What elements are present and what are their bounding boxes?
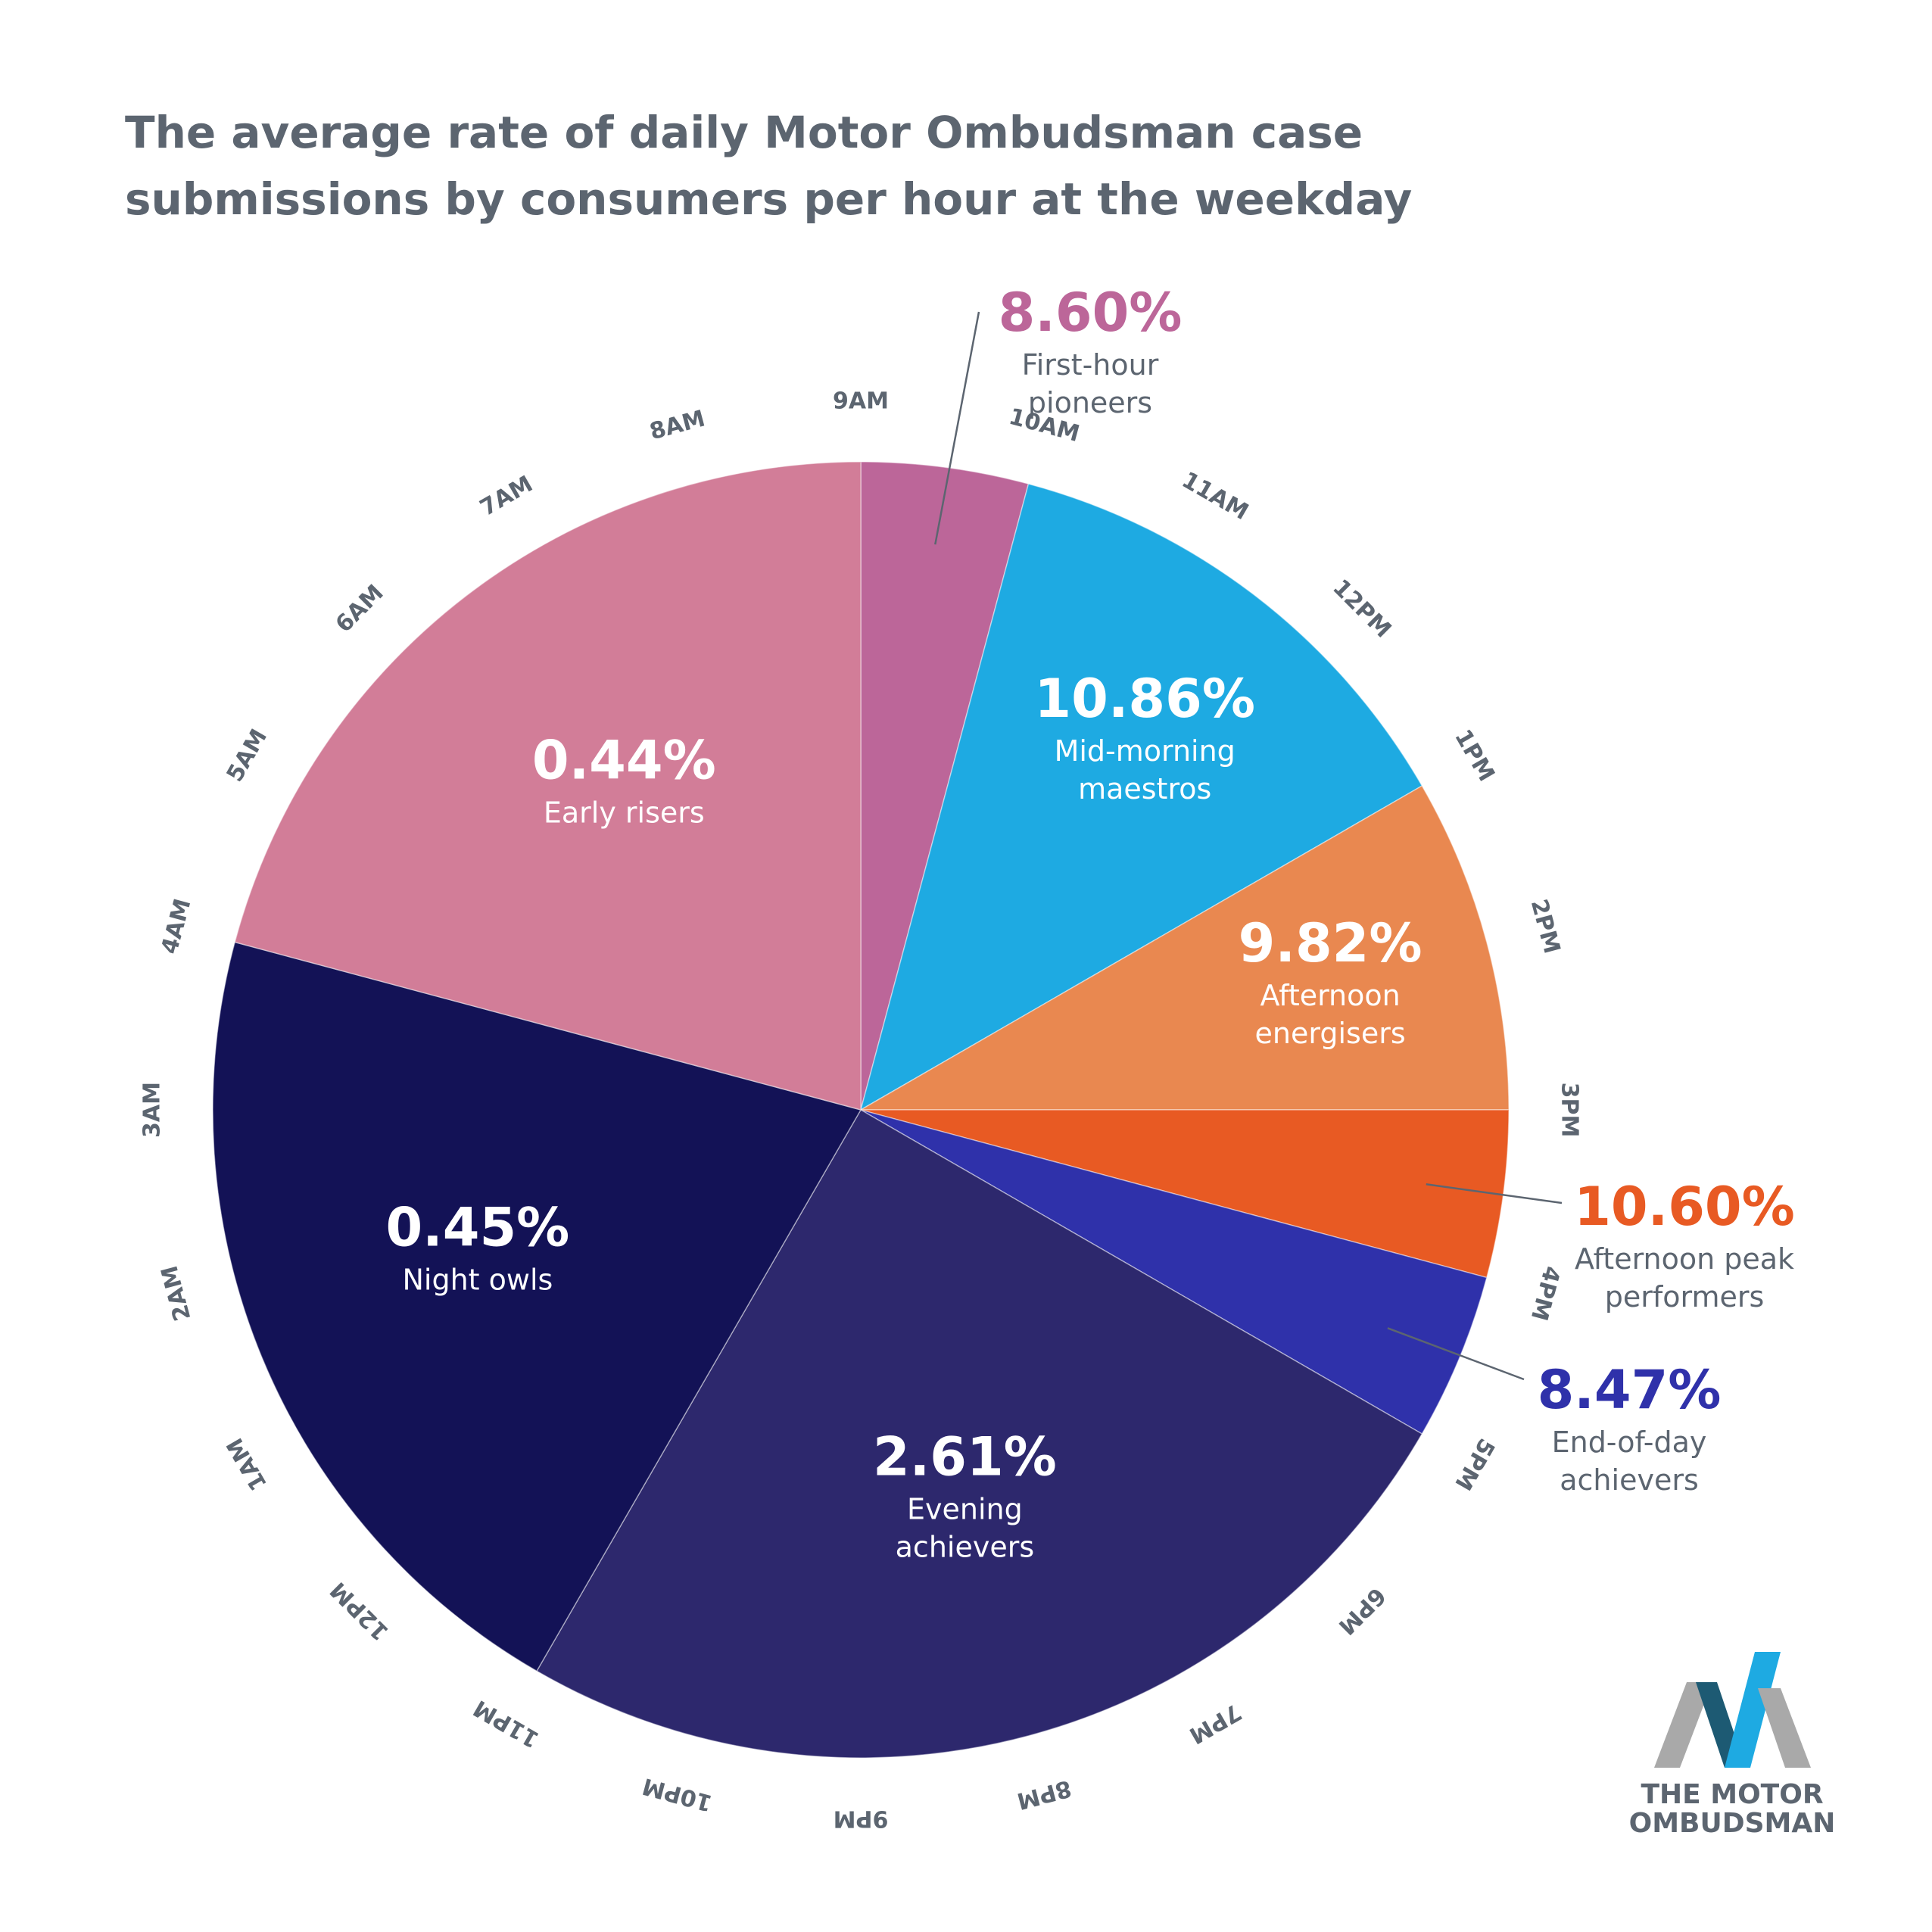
- hour-label-21: 6AM: [331, 580, 389, 638]
- slice-label-night-owls: 0.45% Night owls: [385, 1197, 569, 1297]
- motor-ombudsman-logo: THE MOTOR OMBUDSMAN: [1629, 1652, 1836, 1839]
- slice-label-end-of-day: 8.47% End-of-day achievers: [1538, 1359, 1722, 1497]
- logo-text-line-1: THE MOTOR: [1641, 1779, 1823, 1810]
- slice-percent-early-risers: 0.44%: [532, 730, 716, 792]
- logo-text-line-2: OMBUDSMAN: [1629, 1808, 1836, 1839]
- hour-label-16: 1AM: [222, 1433, 273, 1495]
- hour-label-9: 6PM: [1333, 1582, 1391, 1640]
- slice-name-end-of-day-0: End-of-day: [1552, 1426, 1707, 1459]
- slice-label-first-hour: 8.60% First-hour pioneers: [999, 282, 1183, 419]
- logo-mark-left: [1654, 1682, 1712, 1768]
- hour-label-6: 3PM: [1557, 1083, 1583, 1138]
- hour-label-10: 7PM: [1185, 1698, 1245, 1749]
- slice-name-evening-1: achievers: [896, 1531, 1035, 1564]
- slice-name-afternoon-energisers-1: energisers: [1255, 1017, 1406, 1050]
- slice-labels: 8.60% First-hour pioneers 10.86% Mid-morning…: [385, 282, 1794, 1564]
- hour-label-5: 2PM: [1525, 896, 1566, 956]
- pie-slice-mid-morning: [859, 483, 1423, 1111]
- hour-label-8: 5PM: [1449, 1434, 1500, 1494]
- slice-label-afternoon-peak: 10.60% Afternoon peak performers: [1574, 1176, 1795, 1313]
- slice-percent-afternoon-energisers: 9.82%: [1239, 912, 1423, 974]
- slice-name-mid-morning-1: maestros: [1078, 772, 1211, 806]
- slice-percent-afternoon-peak: 10.60%: [1574, 1176, 1795, 1238]
- hour-label-4: 1PM: [1449, 725, 1500, 786]
- slice-label-evening: 2.61% Evening achievers: [873, 1426, 1057, 1564]
- slice-name-afternoon-peak-1: performers: [1605, 1280, 1765, 1313]
- slice-name-first-hour-0: First-hour: [1022, 348, 1159, 382]
- slice-label-early-risers: 0.44% Early risers: [532, 730, 716, 830]
- slice-name-end-of-day-1: achievers: [1560, 1463, 1699, 1497]
- hour-label-13: 10PM: [640, 1772, 715, 1816]
- pie-slice-first-hour: [860, 461, 1030, 1111]
- slice-percent-evening: 2.61%: [873, 1426, 1057, 1488]
- slice-name-night-owls-0: Night owls: [402, 1264, 553, 1297]
- slice-name-afternoon-peak-0: Afternoon peak: [1575, 1242, 1794, 1276]
- leader-line-end-of-day: [1387, 1327, 1525, 1381]
- slice-label-mid-morning: 10.86% Mid-morning maestros: [1034, 668, 1255, 806]
- pie-slice-night-owls: [212, 941, 862, 1672]
- slice-name-afternoon-energisers-0: Afternoon: [1260, 979, 1400, 1012]
- hour-label-17: 2AM: [156, 1263, 196, 1323]
- hour-label-12: 9PM: [834, 1806, 889, 1832]
- leader-lines: [934, 311, 1563, 1381]
- chart-title: The average rate of daily Motor Ombudsma…: [125, 107, 1412, 225]
- leader-line-afternoon-peak: [1426, 1183, 1563, 1204]
- pie-slice-early-risers: [234, 461, 862, 1111]
- slice-name-early-risers-0: Early risers: [544, 796, 705, 830]
- slice-name-evening-0: Evening: [907, 1493, 1023, 1526]
- slice-percent-end-of-day: 8.47%: [1538, 1359, 1722, 1421]
- hour-label-19: 4AM: [156, 896, 196, 956]
- hour-label-22: 7AM: [475, 471, 538, 522]
- slice-label-afternoon-energisers: 9.82% Afternoon energisers: [1239, 912, 1423, 1050]
- title-line-1: The average rate of daily Motor Ombudsma…: [125, 107, 1363, 158]
- slice-percent-mid-morning: 10.86%: [1034, 668, 1255, 730]
- pie-slices: [212, 461, 1510, 1759]
- hour-label-7: 4PM: [1525, 1264, 1566, 1323]
- hour-label-14: 11PM: [469, 1694, 544, 1753]
- pie-slice-end-of-day: [860, 1109, 1488, 1435]
- slice-percent-night-owls: 0.45%: [385, 1197, 569, 1259]
- hour-label-20: 5AM: [222, 724, 273, 787]
- hour-label-18: 3AM: [139, 1082, 166, 1138]
- hour-label-15: 12PM: [326, 1576, 394, 1645]
- hour-label-23: 8AM: [647, 405, 707, 445]
- logo-mark-right: [1758, 1688, 1811, 1768]
- hour-label-2: 11AM: [1177, 467, 1253, 526]
- slice-percent-first-hour: 8.60%: [999, 282, 1183, 344]
- pie-slice-afternoon-energisers: [858, 784, 1510, 1111]
- slice-name-mid-morning-0: Mid-morning: [1055, 734, 1236, 768]
- leader-line-first-hour: [934, 311, 980, 545]
- slice-name-first-hour-1: pioneers: [1028, 386, 1152, 419]
- hour-label-0: 9AM: [833, 388, 889, 415]
- title-line-2: submissions by consumers per hour at the…: [125, 173, 1412, 225]
- pie-slice-evening: [535, 1108, 1423, 1759]
- hour-label-3: 12PM: [1327, 575, 1396, 643]
- logo-mark-blue: [1725, 1652, 1781, 1768]
- hour-label-11: 8PM: [1014, 1775, 1074, 1815]
